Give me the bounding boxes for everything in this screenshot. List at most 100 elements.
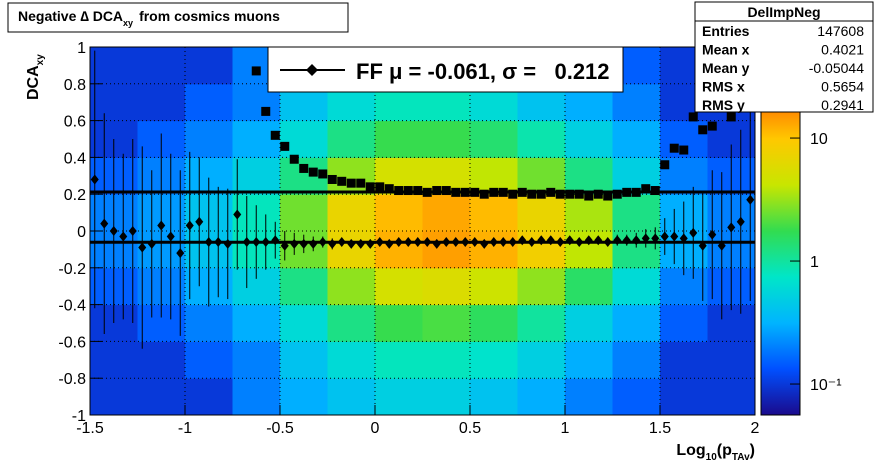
heatmap-cell [565, 378, 613, 416]
heatmap-cell [707, 304, 756, 342]
square-point [308, 167, 318, 177]
heatmap-cell [470, 231, 518, 269]
diamond-point [689, 227, 698, 238]
square-point [726, 112, 736, 122]
heatmap-cell [470, 267, 518, 306]
x-tick-label: -1 [178, 420, 192, 437]
diamond-point [679, 233, 688, 244]
diamond-point [347, 238, 356, 249]
heatmap-cell [137, 83, 186, 122]
diamond-point [527, 237, 536, 248]
z-tick-label: 10⁻¹ [810, 377, 842, 394]
heatmap-cell [660, 304, 708, 342]
heatmap-cell [612, 194, 661, 232]
heatmap-cell [185, 120, 233, 158]
heatmap-cell [280, 304, 328, 342]
heatmap-cell [280, 378, 328, 416]
square-point [356, 178, 366, 188]
square-point [280, 141, 290, 151]
heatmap-cell [612, 120, 661, 158]
heatmap-cell [280, 194, 328, 232]
diamond-point [470, 237, 479, 248]
square-point [413, 186, 423, 196]
square-point [394, 186, 404, 196]
diamond-point [651, 233, 660, 244]
heatmap-cell [517, 120, 566, 158]
square-point [508, 189, 518, 199]
diamond-point [641, 233, 650, 244]
diamond-point [109, 226, 118, 236]
stats-label: Entries [702, 23, 750, 39]
heatmap-cell [375, 304, 423, 342]
diamond-point [328, 238, 337, 249]
square-point [289, 154, 299, 164]
heatmap-cell [327, 120, 376, 158]
heatmap-cell [375, 267, 423, 306]
square-point [346, 178, 356, 188]
stats-box: DelImpNeg Entries 147608 Mean x 0.4021 Mean … [694, 1, 874, 113]
heatmap-cell [232, 341, 281, 379]
heatmap-cell [422, 378, 471, 416]
square-point [574, 189, 584, 199]
z-tick-label: 1 [810, 254, 819, 271]
diamond-point [556, 237, 565, 248]
heatmap-cell [707, 341, 756, 379]
diamond-point [603, 237, 612, 248]
stats-label: Mean y [702, 60, 750, 76]
square-point [669, 143, 679, 153]
square-point [631, 187, 641, 197]
heatmap-cell [137, 378, 186, 416]
y-tick-label: 0.4 [64, 150, 86, 167]
square-point [489, 187, 499, 197]
diamond-point [423, 237, 432, 248]
legend-marker [306, 64, 318, 76]
square-point [555, 189, 565, 199]
heatmap-cell [327, 341, 376, 379]
diamond-point [337, 237, 346, 248]
stats-value: 147608 [817, 23, 864, 39]
heatmap-cell [327, 304, 376, 342]
stats-value: -0.05044 [809, 60, 864, 76]
heatmap-cell [517, 378, 566, 416]
heatmap-cell [470, 194, 518, 232]
heatmap-cell [185, 83, 233, 122]
square-point [479, 189, 489, 199]
heatmap-cell [565, 120, 613, 158]
stats-frame [694, 1, 874, 113]
heatmap-cell [185, 378, 233, 416]
heatmap-cell [517, 267, 566, 306]
square-point [441, 186, 451, 196]
diamond-point [698, 240, 707, 251]
diamond-point [584, 235, 593, 246]
heatmap-cell [375, 378, 423, 416]
diamond-point [223, 238, 232, 249]
diamond-point [214, 237, 223, 248]
diamond-point [90, 174, 99, 185]
square-point [650, 186, 660, 196]
heatmap-cell [565, 341, 613, 379]
diamond-point [138, 242, 147, 253]
y-tick-label: -0.2 [58, 261, 86, 278]
stats-label: RMS y [702, 97, 745, 113]
diamond-point [356, 238, 365, 249]
heatmap-cell [327, 194, 376, 232]
square-point [498, 187, 508, 197]
square-point [536, 189, 546, 199]
square-point [584, 191, 594, 201]
diamond-point [518, 235, 527, 246]
diamond-point [660, 231, 669, 242]
heatmap-cell [470, 120, 518, 158]
y-tick-label: -0.8 [58, 371, 86, 388]
square-point [403, 186, 413, 196]
square-point [251, 66, 261, 76]
heatmap-cell [90, 378, 138, 416]
diamond-point [613, 235, 622, 246]
diamond-point [318, 237, 327, 248]
heatmap-cell [422, 267, 471, 306]
square-point [698, 125, 708, 135]
diamond-point [233, 209, 242, 220]
square-point [451, 187, 461, 197]
diamond-point [309, 238, 318, 249]
stats-value: 0.4021 [821, 42, 864, 58]
title-box [7, 2, 349, 33]
